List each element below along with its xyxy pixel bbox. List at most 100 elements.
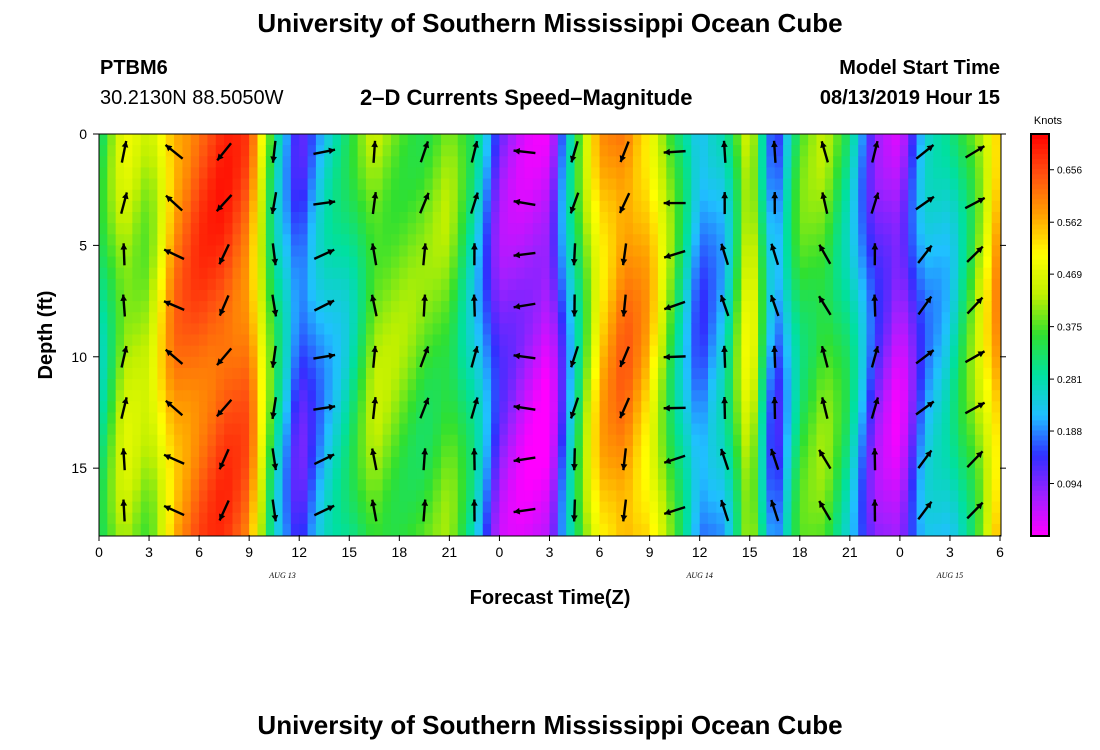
- heatmap-cell: [349, 156, 359, 169]
- heatmap-cell: [457, 245, 467, 258]
- heatmap-cell: [774, 245, 784, 258]
- current-arrow: [871, 448, 879, 471]
- heatmap-cell: [883, 245, 893, 258]
- heatmap-cell: [124, 523, 133, 536]
- heatmap-cell: [682, 468, 692, 480]
- heatmap-cell: [240, 256, 250, 269]
- heatmap-cell: [816, 145, 826, 157]
- heatmap-cell: [724, 501, 734, 514]
- heatmap-cell: [708, 189, 717, 202]
- heatmap-cell: [924, 334, 934, 347]
- heatmap-cell: [616, 523, 626, 536]
- heatmap-cell: [657, 200, 667, 213]
- heatmap-cell: [199, 145, 209, 157]
- heatmap-cell: [224, 412, 234, 425]
- colorbar-segment: [1031, 289, 1049, 296]
- current-arrow: [620, 499, 628, 522]
- heatmap-cell: [624, 334, 634, 347]
- heatmap-cell: [799, 278, 809, 291]
- heatmap-cell: [299, 423, 309, 436]
- heatmap-cell: [382, 278, 392, 291]
- heatmap-cell: [149, 189, 158, 202]
- heatmap-cell: [991, 512, 1001, 525]
- heatmap-cell: [165, 401, 175, 414]
- heatmap-cell: [457, 312, 467, 324]
- heatmap-cell: [499, 211, 509, 224]
- heatmap-cell: [599, 256, 609, 269]
- heatmap-cell: [274, 156, 284, 169]
- heatmap-cell: [232, 223, 242, 235]
- x-tick-label: 0: [896, 544, 904, 560]
- heatmap-cell: [624, 379, 634, 391]
- heatmap-cell: [307, 145, 317, 157]
- heatmap-cell: [966, 367, 976, 380]
- heatmap-cell: [157, 457, 167, 469]
- heatmap-cell: [699, 312, 709, 324]
- heatmap-cell: [491, 412, 501, 425]
- heatmap-cell: [582, 412, 592, 425]
- heatmap-cell: [399, 401, 409, 414]
- current-arrow: [513, 302, 536, 310]
- heatmap-cell: [891, 256, 901, 269]
- heatmap-cell: [741, 134, 751, 146]
- heatmap-cell: [833, 445, 843, 458]
- heatmap-cell: [265, 234, 275, 246]
- heatmap-cell: [908, 468, 918, 480]
- heatmap-cell: [699, 379, 709, 391]
- heatmap-cell: [749, 301, 759, 313]
- current-arrow: [619, 397, 631, 419]
- heatmap-cell: [424, 412, 434, 425]
- heatmap-cell: [441, 490, 450, 503]
- heatmap-cell: [257, 490, 267, 503]
- heatmap-cell: [874, 289, 884, 302]
- heatmap-cell: [933, 457, 943, 469]
- heatmap-cell: [149, 223, 158, 235]
- heatmap-cell: [557, 501, 567, 514]
- heatmap-cell: [632, 289, 642, 302]
- heatmap-cell: [124, 256, 133, 269]
- heatmap-cell: [632, 412, 642, 425]
- colorbar-tick-label: 0.656: [1057, 166, 1082, 177]
- heatmap-cell: [307, 412, 317, 425]
- heatmap-cell: [899, 390, 909, 402]
- heatmap-cell: [257, 423, 267, 436]
- heatmap-cell: [207, 278, 217, 291]
- heatmap-cell: [741, 278, 751, 291]
- heatmap-cell: [841, 323, 851, 336]
- heatmap-cell: [466, 367, 476, 380]
- heatmap-cell: [657, 245, 667, 258]
- heatmap-cell: [591, 245, 601, 258]
- heatmap-cell: [507, 523, 517, 536]
- heatmap-cell: [808, 312, 818, 324]
- heatmap-cell: [224, 211, 234, 224]
- heatmap-cell: [232, 523, 242, 536]
- heatmap-cell: [733, 423, 742, 436]
- heatmap-cell: [858, 445, 868, 458]
- heatmap-cell: [374, 479, 384, 492]
- heatmap-cell: [649, 323, 659, 336]
- heatmap-cell: [265, 301, 275, 313]
- heatmap-cell: [140, 278, 150, 291]
- heatmap-cell: [591, 445, 601, 458]
- heatmap-cell: [265, 134, 275, 146]
- current-arrow: [620, 243, 628, 266]
- heatmap-cell: [190, 490, 200, 503]
- heatmap-cell: [808, 145, 818, 157]
- heatmap-cell: [249, 211, 259, 224]
- heatmap-cell: [824, 490, 834, 503]
- heatmap-cell: [507, 145, 517, 157]
- heatmap-cell: [174, 256, 184, 269]
- x-tick-label: 0: [95, 544, 103, 560]
- heatmap-cell: [799, 256, 809, 269]
- heatmap-cell: [441, 156, 450, 169]
- heatmap-cell: [824, 445, 834, 458]
- heatmap-cell: [983, 479, 993, 492]
- heatmap-cell: [916, 312, 926, 324]
- heatmap-cell: [224, 323, 234, 336]
- heatmap-cell: [407, 390, 417, 402]
- heatmap-cell: [407, 512, 417, 525]
- heatmap-cell: [933, 167, 943, 180]
- heatmap-cell: [899, 200, 909, 213]
- heatmap-cell: [199, 367, 209, 380]
- colorbar-segment: [1031, 460, 1049, 467]
